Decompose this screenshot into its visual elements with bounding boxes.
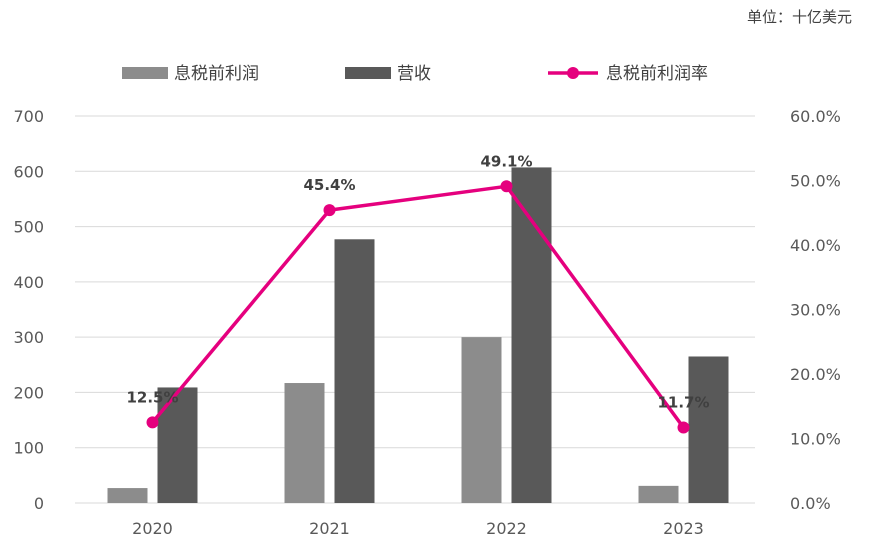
legend-label: 营收 <box>397 64 431 84</box>
bar <box>688 356 729 503</box>
right-tick-label: 0.0% <box>790 494 831 513</box>
data-label: 12.5% <box>126 388 178 406</box>
left-tick-label: 300 <box>13 328 44 347</box>
bar <box>511 167 552 503</box>
legend-label: 息税前利润率 <box>606 64 708 84</box>
line-point <box>500 180 513 193</box>
x-tick-label: 2021 <box>309 519 350 538</box>
left-tick-label: 500 <box>13 218 44 237</box>
margin-line-path <box>151 184 685 429</box>
x-tick-label: 2022 <box>486 519 527 538</box>
bar <box>638 485 679 503</box>
line-point <box>677 421 690 434</box>
bars <box>107 167 729 503</box>
legend-swatch <box>345 67 391 79</box>
data-label: 49.1% <box>480 152 532 170</box>
x-axis-ticks: 2020 2021 2022 2023 <box>132 519 704 538</box>
legend-label: 息税前利润 <box>174 64 259 84</box>
right-tick-label: 30.0% <box>790 301 841 320</box>
left-tick-label: 100 <box>13 439 44 458</box>
data-label: 11.7% <box>657 394 709 412</box>
legend-marker <box>567 67 579 79</box>
bar <box>107 488 148 503</box>
x-tick-label: 2023 <box>663 519 704 538</box>
bar <box>461 337 502 503</box>
data-label: 45.4% <box>303 176 355 194</box>
line-point <box>146 416 159 429</box>
right-tick-label: 60.0% <box>790 107 841 126</box>
left-tick-label: 0 <box>34 494 44 513</box>
right-tick-label: 50.0% <box>790 172 841 191</box>
legend-swatch <box>122 67 168 79</box>
right-tick-label: 40.0% <box>790 236 841 255</box>
margin-line: 12.5% 45.4% 49.1% 11.7% <box>126 152 710 434</box>
bar <box>284 383 325 503</box>
x-tick-label: 2020 <box>132 519 173 538</box>
line-point <box>323 204 336 217</box>
left-tick-label: 700 <box>13 107 44 126</box>
legend: 息税前利润 营收 息税前利润率 <box>122 64 708 84</box>
left-tick-label: 600 <box>13 162 44 181</box>
bar <box>334 239 375 503</box>
right-tick-label: 20.0% <box>790 365 841 384</box>
right-tick-label: 10.0% <box>790 430 841 449</box>
left-axis-ticks: 0 100 200 300 400 500 600 700 <box>13 107 44 513</box>
unit-label: 单位：十亿美元 <box>747 8 852 26</box>
left-tick-label: 200 <box>13 383 44 402</box>
right-axis-ticks: 0.0% 10.0% 20.0% 30.0% 40.0% 50.0% 60.0% <box>790 107 841 513</box>
left-tick-label: 400 <box>13 273 44 292</box>
